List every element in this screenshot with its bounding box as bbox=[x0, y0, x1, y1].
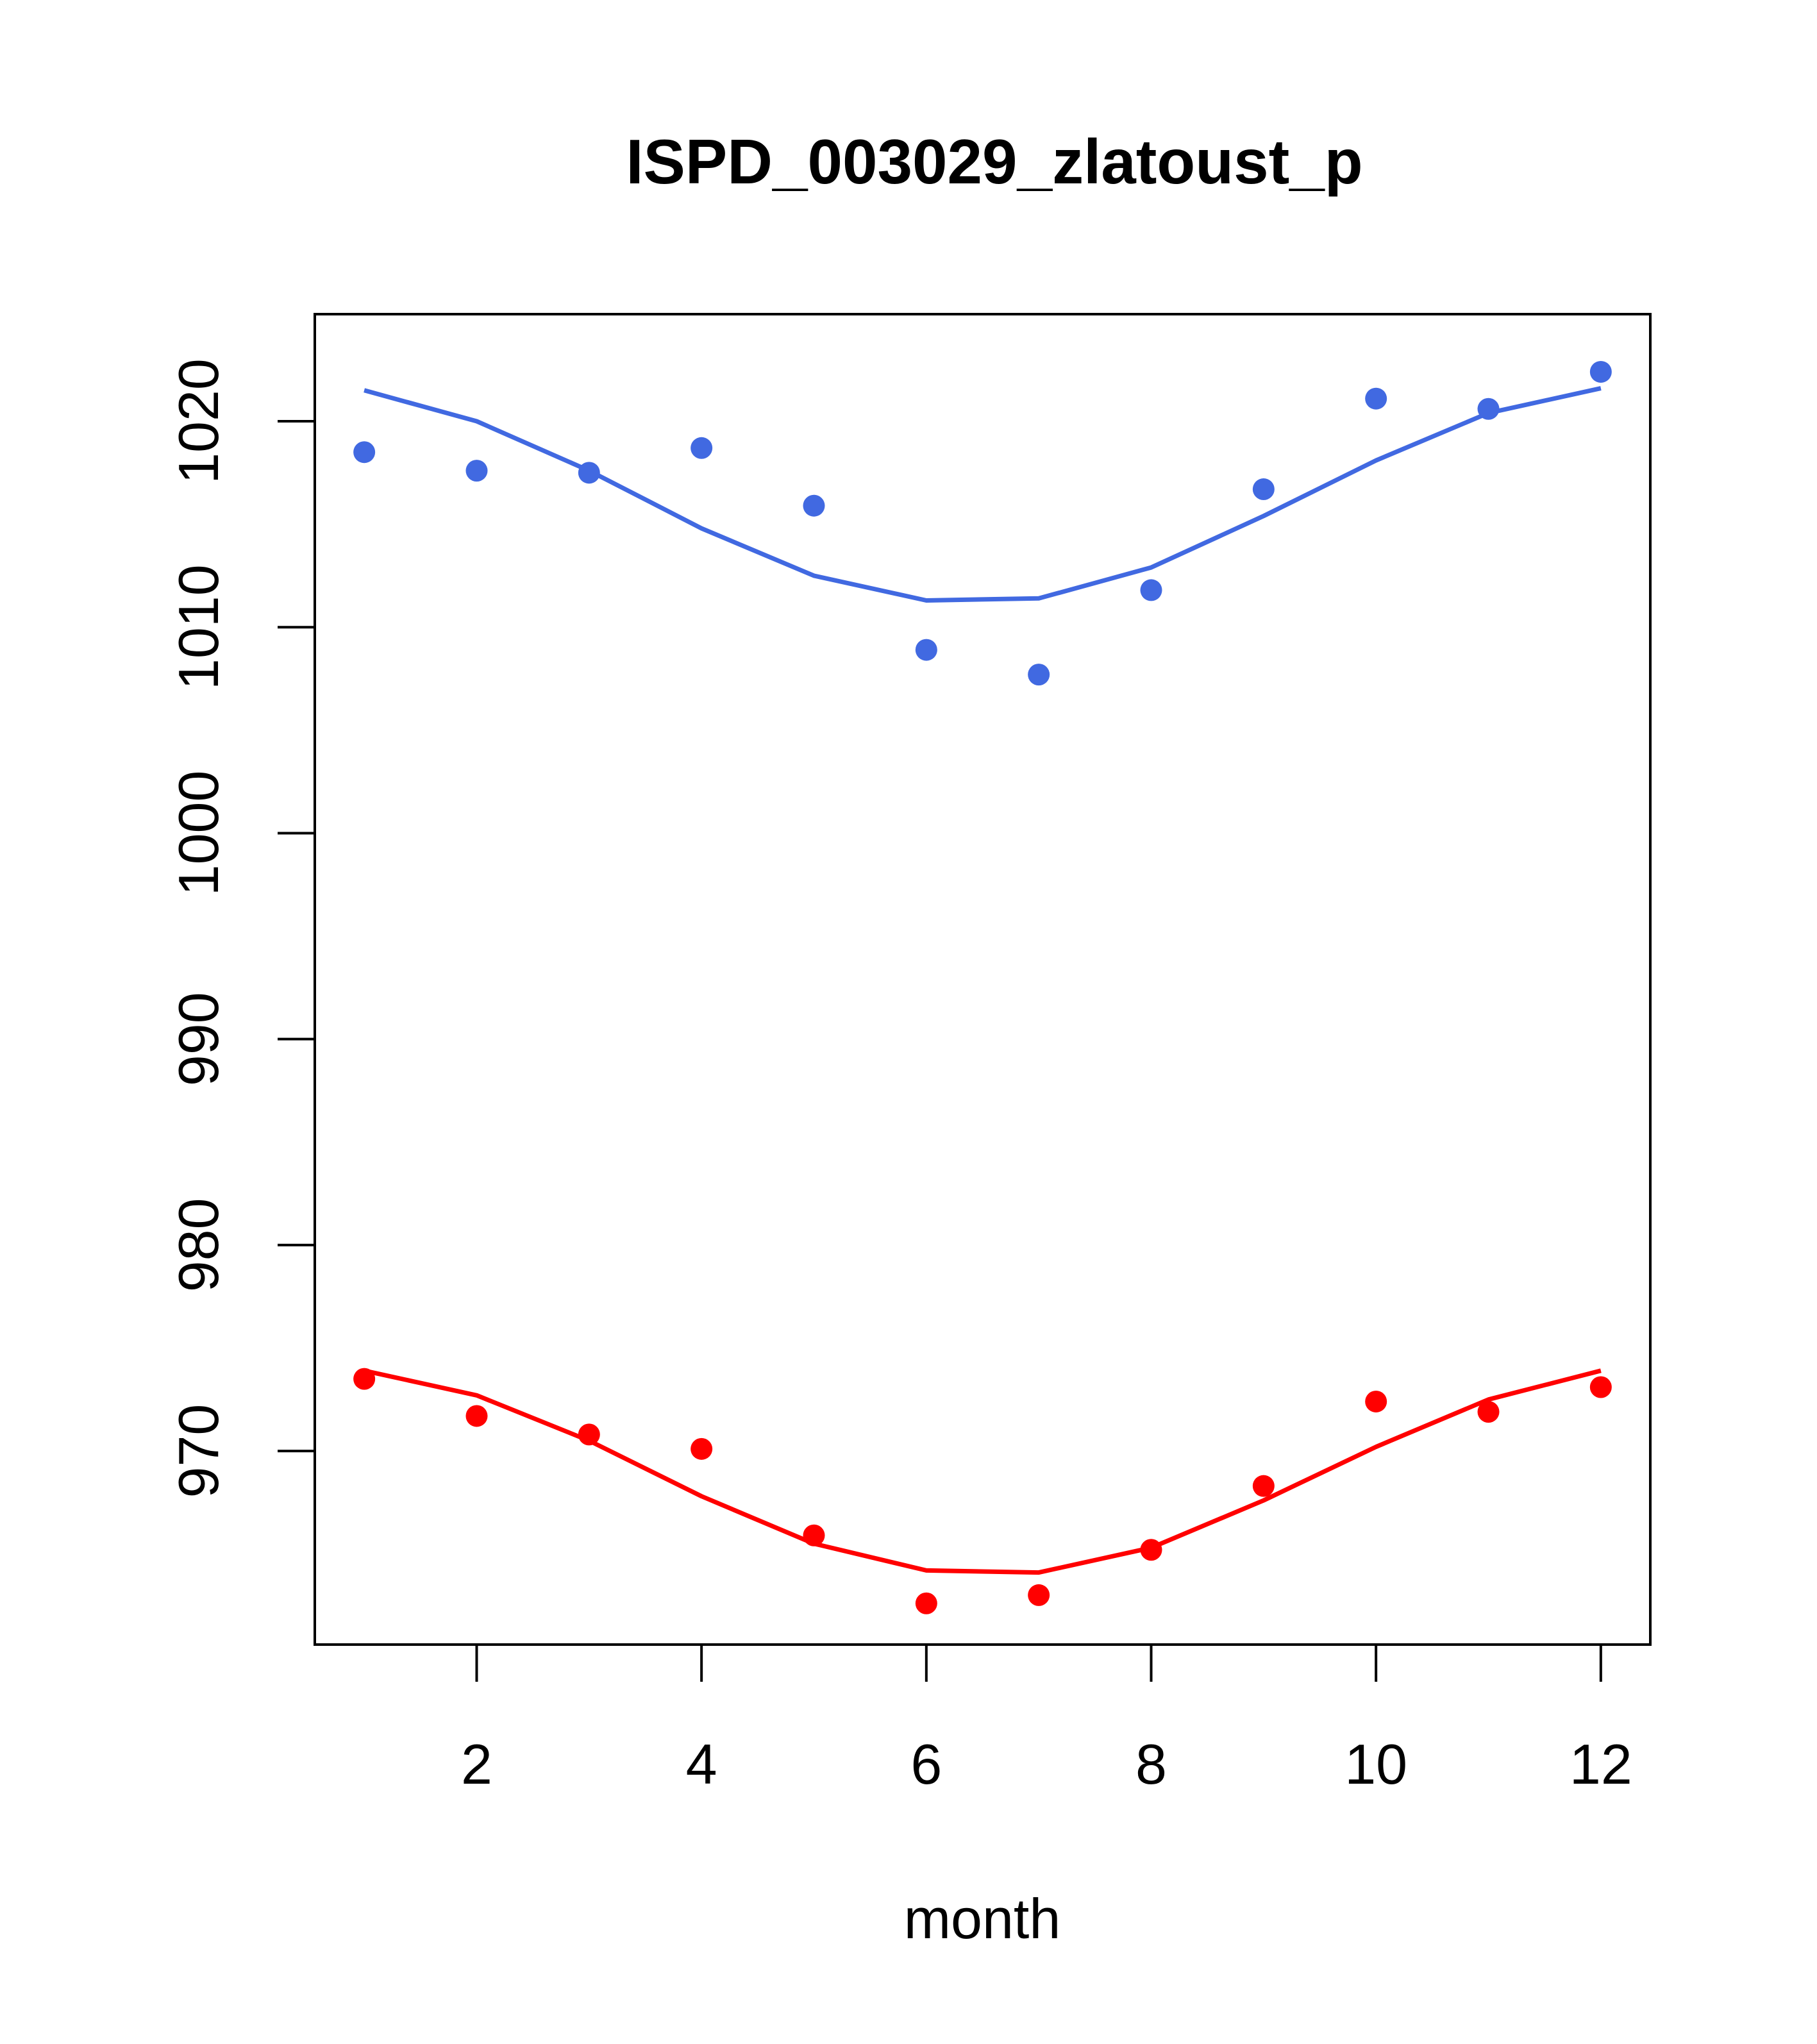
x-axis-label: month bbox=[904, 1887, 1061, 1950]
lower-point bbox=[1365, 1390, 1387, 1412]
upper-point bbox=[691, 437, 713, 459]
x-tick-label: 10 bbox=[1344, 1732, 1407, 1796]
x-tick-label: 8 bbox=[1135, 1732, 1167, 1796]
lower-point bbox=[1140, 1539, 1162, 1561]
lower-point bbox=[915, 1592, 937, 1614]
x-tick-label: 12 bbox=[1570, 1732, 1632, 1796]
y-tick-label: 990 bbox=[167, 992, 230, 1086]
lower-point bbox=[578, 1423, 600, 1446]
upper-point bbox=[1477, 398, 1500, 420]
lower-point bbox=[1252, 1475, 1275, 1497]
x-tick-label: 4 bbox=[686, 1732, 717, 1796]
x-axis: 2 4 6 8 10 12 bbox=[461, 1643, 1632, 1796]
plot-frame bbox=[314, 313, 1652, 1646]
upper-point bbox=[1589, 360, 1612, 383]
y-tick-label: 970 bbox=[167, 1404, 230, 1498]
lower-point bbox=[353, 1368, 376, 1390]
upper-point bbox=[915, 639, 937, 661]
lower-point bbox=[1477, 1401, 1500, 1423]
y-tick-label: 1020 bbox=[167, 358, 230, 484]
y-tick-label: 1000 bbox=[167, 771, 230, 896]
lower-point bbox=[691, 1437, 713, 1460]
upper-point bbox=[465, 460, 488, 482]
upper-point bbox=[1028, 664, 1050, 686]
upper-point bbox=[1365, 387, 1387, 410]
lower-point bbox=[1589, 1376, 1612, 1398]
chart-title: ISPD_003029_zlatoust_p bbox=[626, 126, 1362, 197]
y-tick-label: 980 bbox=[167, 1198, 230, 1292]
x-tick-label: 2 bbox=[461, 1732, 492, 1796]
lower-fit-line bbox=[364, 1368, 1602, 1575]
upper-point bbox=[1140, 579, 1162, 601]
x-tick-label: 6 bbox=[910, 1732, 942, 1796]
upper-fit-line bbox=[364, 386, 1602, 603]
upper-point bbox=[578, 462, 600, 484]
series-layer bbox=[353, 360, 1612, 1614]
upper-point bbox=[803, 494, 825, 517]
upper-point bbox=[1252, 478, 1275, 501]
lower-point bbox=[803, 1524, 825, 1546]
y-axis: 970 980 990 1000 1010 1020 bbox=[167, 358, 316, 1498]
upper-point bbox=[353, 441, 376, 464]
lower-point bbox=[1028, 1584, 1050, 1606]
y-tick-label: 1010 bbox=[167, 564, 230, 690]
lower-point bbox=[465, 1405, 488, 1427]
